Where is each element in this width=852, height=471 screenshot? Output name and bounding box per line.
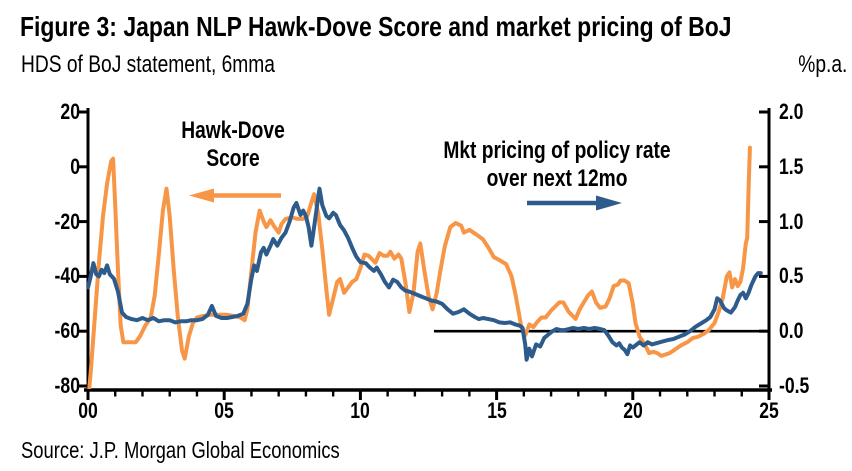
x-axis-tick-label: 20 xyxy=(622,398,643,423)
right-axis-tick-label: 0.0 xyxy=(779,318,804,344)
right-axis-tick-label: -0.5 xyxy=(779,373,810,398)
mkt-arrow xyxy=(527,195,622,211)
left-axis-title: HDS of BoJ statement, 6mma xyxy=(21,51,275,78)
left-axis-tick-label: -60 xyxy=(54,318,80,344)
right-axis-tick-label: 0.5 xyxy=(779,263,804,289)
right-axis-unit-label: %p.a. xyxy=(797,51,847,78)
left-axis-tick-label: 0 xyxy=(70,153,80,179)
mkt-pricing-annotation-line2: over next 12mo xyxy=(486,165,628,192)
x-axis-tick-label: 15 xyxy=(486,398,507,423)
left-axis-tick-label: 20 xyxy=(60,99,80,124)
source-note: Source: J.P. Morgan Global Economics xyxy=(21,437,340,463)
hawk-dove-score-annotation: Hawk-Dove Score xyxy=(153,117,313,173)
hawk-dove-annotation-line2: Score xyxy=(206,145,260,172)
left-axis-tick-label: -20 xyxy=(54,208,80,234)
hds-series-line xyxy=(87,145,752,389)
x-axis-tick-label: 00 xyxy=(78,398,98,423)
hawk-dove-annotation-line1: Hawk-Dove xyxy=(181,117,285,144)
mkt-pricing-annotation-line1: Mkt pricing of policy rate xyxy=(443,137,671,164)
hds-arrow xyxy=(189,188,281,203)
right-axis-tick-label: 1.5 xyxy=(779,153,804,179)
chart-title: Figure 3: Japan NLP Hawk-Dove Score and … xyxy=(20,11,732,42)
x-axis-tick-label: 25 xyxy=(759,398,779,423)
left-axis-tick-label: -80 xyxy=(54,373,80,398)
right-axis-tick-label: 1.0 xyxy=(779,208,804,234)
x-axis-tick-label: 10 xyxy=(350,398,371,423)
left-axis-tick-label: -40 xyxy=(54,263,80,289)
right-axis-tick-label: 2.0 xyxy=(779,99,804,124)
mkt-pricing-annotation: Mkt pricing of policy rate over next 12m… xyxy=(437,137,677,193)
x-axis-tick-label: 05 xyxy=(214,398,234,423)
policy-rate-series-line xyxy=(87,186,763,362)
